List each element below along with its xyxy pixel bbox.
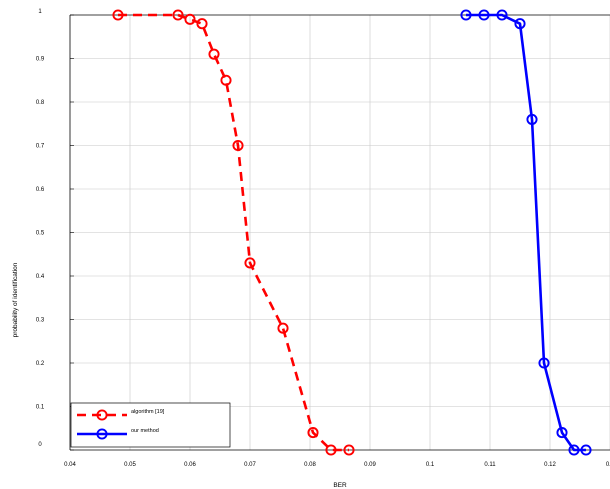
- data-point: [112, 9, 124, 21]
- y-axis-title: probability of identification: [12, 262, 19, 337]
- legend: algorithm [19] our method: [70, 402, 231, 448]
- data-point: [184, 13, 196, 25]
- data-point: [307, 427, 319, 439]
- y-tick-label: 0.9: [36, 57, 45, 63]
- x-ticks: 0.04 0.05 0.06 0.07 0.08 0.09 0.1 0.11 0.12 0.1: [64, 462, 610, 468]
- data-point: [580, 444, 592, 456]
- y-tick-label: 0.7: [36, 144, 45, 150]
- legend-marker-0: [96, 409, 108, 421]
- x-tick-label: 0.11: [484, 462, 496, 468]
- x-tick-label: 0.1: [426, 462, 435, 468]
- data-point: [208, 48, 220, 60]
- legend-label-1: our method: [131, 428, 159, 434]
- data-point: [514, 18, 526, 30]
- x-tick-label: 0.08: [304, 462, 316, 468]
- legend-label-0: algorithm [19]: [131, 409, 165, 415]
- y-tick-label: 1: [38, 9, 42, 15]
- x-tick-label: 0.04: [64, 462, 76, 468]
- data-point: [496, 9, 508, 21]
- x-tick-label: 0.07: [244, 462, 256, 468]
- data-point: [172, 9, 184, 21]
- data-point: [556, 427, 568, 439]
- y-tick-label: 0.1: [36, 405, 45, 411]
- series-line-1: [466, 13, 586, 452]
- y-tick-label: 0.3: [36, 318, 45, 324]
- x-tick-label: 0.12: [544, 462, 556, 468]
- series-layer: [112, 9, 592, 456]
- data-point: [538, 357, 550, 369]
- data-point: [220, 74, 232, 86]
- data-point: [277, 322, 289, 334]
- data-point: [526, 113, 538, 125]
- y-tick-label: 0: [38, 442, 42, 448]
- data-point: [325, 444, 337, 456]
- data-point: [232, 139, 244, 152]
- data-point: [244, 257, 256, 269]
- y-tick-label: 0.6: [36, 187, 45, 193]
- x-tick-label: 0.05: [124, 462, 136, 468]
- x-tick-label: 0.06: [184, 462, 196, 468]
- x-tick-label: 0.09: [364, 462, 376, 468]
- data-point: [568, 444, 580, 456]
- data-point: [460, 9, 472, 21]
- x-axis-title: BER: [333, 482, 347, 489]
- data-point: [196, 18, 208, 30]
- y-tick-label: 0.2: [36, 361, 45, 367]
- x-tick-label: 0.1: [606, 462, 610, 468]
- y-tick-label: 0.8: [36, 100, 45, 106]
- y-ticks: 0 0.1 0.2 0.3 0.4 0.5 0.6 0.7 0.8 0.9 1: [36, 9, 74, 451]
- legend-marker-1: [96, 428, 108, 440]
- data-point: [478, 9, 490, 21]
- data-point: [343, 444, 355, 456]
- y-tick-label: 0.4: [36, 274, 45, 280]
- legend-box: [70, 402, 231, 448]
- y-tick-label: 0.5: [36, 231, 45, 237]
